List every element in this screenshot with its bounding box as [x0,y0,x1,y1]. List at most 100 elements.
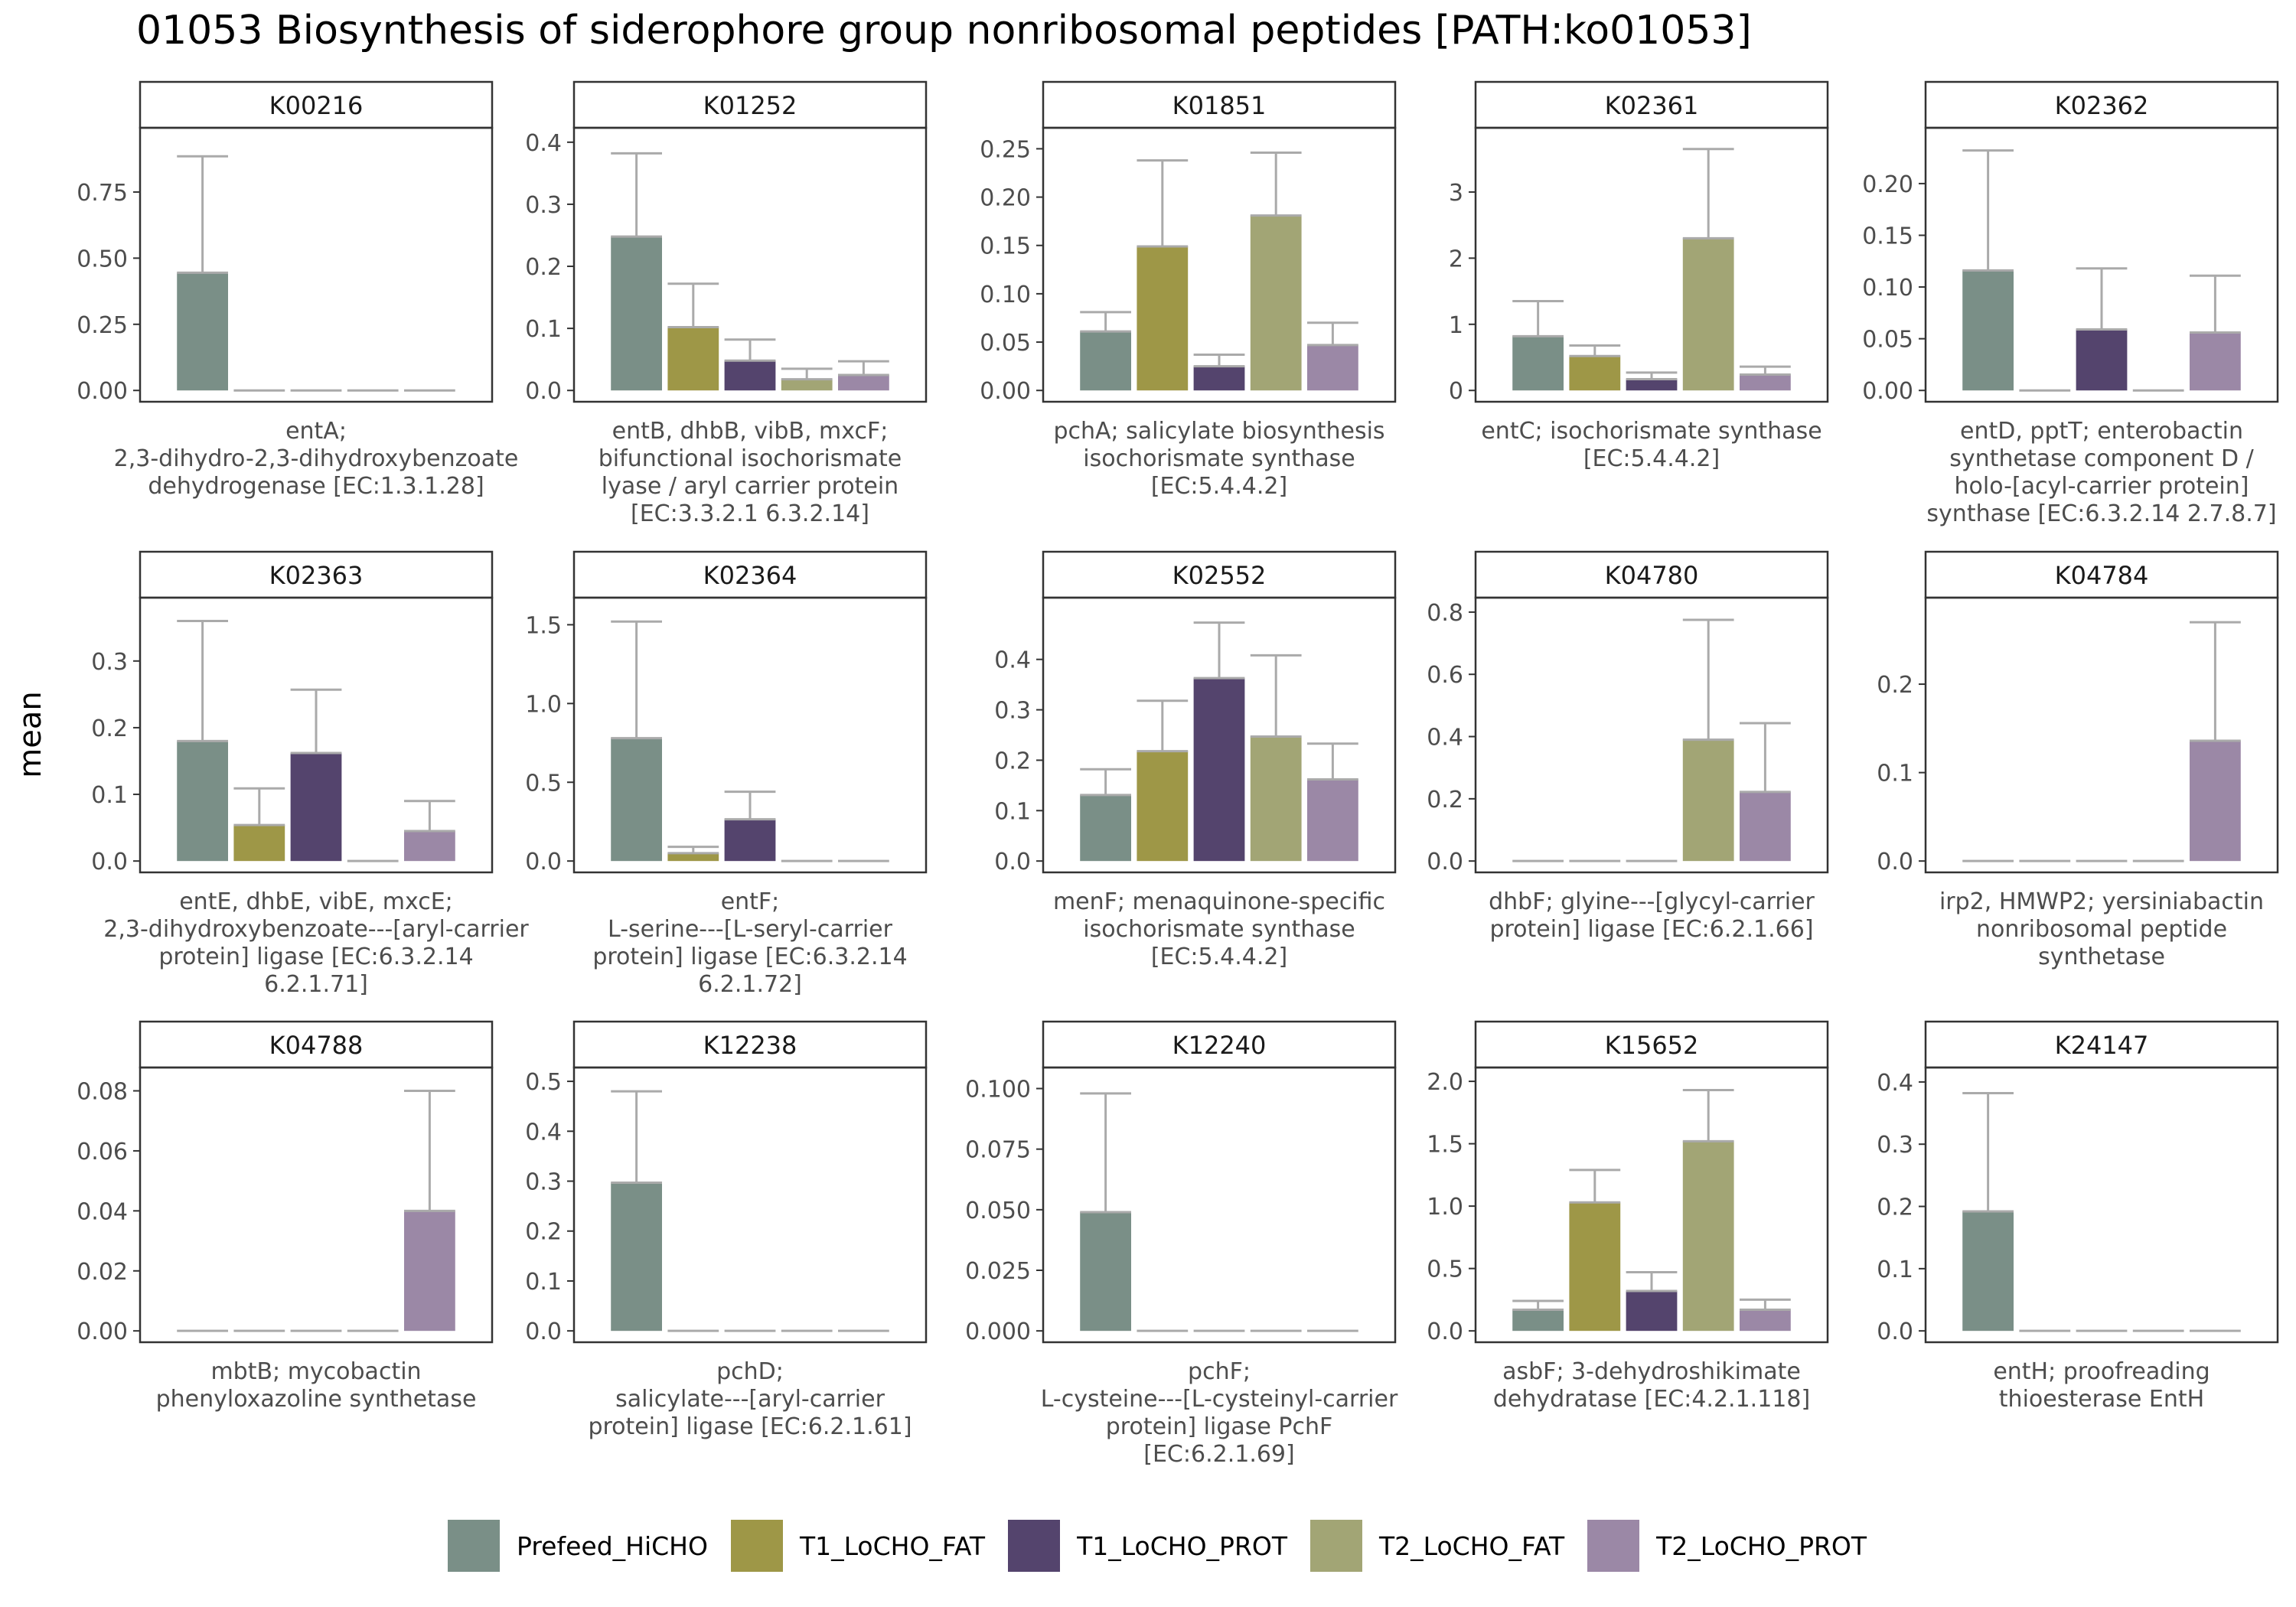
bar-T1_LoCHO_PROT [1626,379,1678,391]
legend-swatch [1587,1520,1640,1572]
facet-K15652: K15652 0.0 0.5 1.0 1.5 2.0 asbF; 3-dehydroshik… [1427,1020,1829,1413]
facet-description: protein] ligase PchF [1106,1413,1332,1440]
legend-label: T2_LoCHO_FAT [1379,1530,1565,1561]
y-tick-label: 0.05 [980,330,1031,357]
facet-strip-label: K12238 [703,1031,797,1060]
facet-strip [1474,80,1829,129]
y-tick-label: 2.0 [1427,1069,1463,1096]
legend-item-T2_LoCHO_FAT: T2_LoCHO_FAT [1310,1520,1564,1572]
facet-strip [1042,80,1397,129]
y-tick-label: 1.0 [1427,1194,1463,1221]
facet-strip-label: K02363 [269,561,364,590]
bar-T1_LoCHO_PROT [1193,366,1245,391]
y-tick-label: 0.00 [77,378,128,405]
y-tick-label: 0.15 [980,233,1031,260]
facet-panel-border [1924,596,2279,874]
facet-strip [572,1020,928,1069]
bar-T1_LoCHO_FAT [1137,751,1189,862]
bar-Prefeed_HiCHO [1512,336,1564,391]
legend-swatch [448,1520,500,1572]
y-tick-label: 0.000 [965,1319,1031,1345]
facet-description: pchD; [716,1358,784,1385]
bar-Prefeed_HiCHO [1962,270,2014,391]
facet-strip-label: K02364 [703,561,797,590]
y-tick-label: 0.2 [1877,672,1913,699]
facet-strip-label: K04784 [2055,561,2149,590]
y-tick-label: 0.50 [77,246,128,272]
y-tick-label: 0.05 [1862,327,1913,354]
facet-strip [1474,550,1829,599]
y-tick-label: 0.0 [525,378,562,405]
facet-K01252: K01252 0.0 0.1 0.2 0.3 0.4 entB, dhbB, vibB, m… [525,80,928,527]
facet-description: 2,3-dihydro-2,3-dihydroxybenzoate [114,445,519,472]
facet-description: salicylate---[aryl-carrier [615,1386,885,1413]
legend-swatch [1310,1520,1363,1572]
facet-K02361: K02361 0 1 2 3 entC; isochorismate synthase[E… [1449,80,1829,472]
y-tick-label: 0.5 [1427,1257,1463,1283]
facet-description: menF; menaquinone-specific [1053,888,1385,915]
facet-K00216: K00216 0.00 0.25 0.50 0.75 entA;2,3-dihydro-2… [77,80,519,500]
y-tick-label: 0.100 [965,1076,1031,1103]
bar-T2_LoCHO_PROT [1307,344,1358,391]
y-tick-label: 0.0 [1877,1319,1913,1345]
facet-strip [1042,550,1397,599]
legend-item-T1_LoCHO_FAT: T1_LoCHO_FAT [730,1520,985,1572]
legend-swatch [730,1520,783,1572]
facet-panel-border [572,1066,928,1344]
facet-strip [1924,80,2279,129]
y-tick-label: 0.08 [77,1079,128,1106]
bar-Prefeed_HiCHO [177,741,228,862]
facet-description: protein] ligase [EC:6.3.2.14 [592,944,907,970]
y-tick-label: 0.20 [980,185,1031,212]
y-tick-label: 0.00 [980,378,1031,405]
y-tick-label: 0.1 [994,798,1031,825]
bar-T2_LoCHO_FAT [1250,215,1302,391]
facet-panel-border [1474,126,1829,403]
facet-strip [139,80,494,129]
facet-K04784: K04784 0.0 0.1 0.2 irp2, HMWP2; yersiniabact… [1877,550,2279,970]
facet-description: [EC:5.4.4.2] [1151,944,1287,970]
facet-description: L-cysteine---[L-cysteinyl-carrier [1041,1386,1398,1413]
y-tick-label: 0.5 [525,1069,562,1096]
bar-Prefeed_HiCHO [611,236,662,391]
y-tick-label: 0.4 [525,130,562,157]
legend-swatch [1008,1520,1061,1572]
facet-description: entD, pptT; enterobactin [1960,418,2243,445]
bar-T2_LoCHO_PROT [2190,741,2241,862]
y-tick-label: 0.0 [525,849,562,875]
bar-T2_LoCHO_PROT [404,830,455,862]
legend-item-T2_LoCHO_PROT: T2_LoCHO_PROT [1587,1520,1867,1572]
y-tick-label: 0.2 [525,1219,562,1246]
bar-T1_LoCHO_FAT [667,327,719,391]
y-tick-label: 0.3 [1877,1132,1913,1159]
facet-K02364: K02364 0.0 0.5 1.0 1.5 entF;L-serine---[L-ser… [525,550,928,998]
bar-T1_LoCHO_FAT [1569,1202,1621,1332]
facet-K02363: K02363 0.0 0.1 0.2 0.3 entE, dhbE, vibE, mxcE… [91,550,529,998]
facet-description: thioesterase EntH [1999,1386,2204,1413]
facet-description: dehydrogenase [EC:1.3.1.28] [148,473,484,500]
bar-T2_LoCHO_PROT [2190,332,2241,391]
bar-T1_LoCHO_PROT [2076,329,2128,391]
legend-item-T1_LoCHO_PROT: T1_LoCHO_PROT [1008,1520,1287,1572]
y-tick-label: 1 [1449,312,1463,339]
facet-panel-border [139,1066,494,1344]
bar-Prefeed_HiCHO [1080,794,1131,862]
y-tick-label: 0.75 [77,180,128,207]
facet-description: bifunctional isochorismate [598,445,902,472]
facet-strip [139,1020,494,1069]
facet-description: [EC:5.4.4.2] [1151,473,1287,500]
y-tick-label: 0.4 [1877,1070,1913,1097]
facet-K04780: K04780 0.0 0.2 0.4 0.6 0.8 dhbF; glyine---[gly… [1427,550,1829,943]
y-tick-label: 0.2 [1427,787,1463,813]
facet-description: entA; [285,418,347,445]
facet-strip-label: K01252 [703,91,797,120]
facet-panel-border [139,126,494,403]
facet-description: phenyloxazoline synthetase [156,1386,477,1413]
facet-description: protein] ligase [EC:6.2.1.61] [588,1413,912,1440]
y-tick-label: 0.4 [994,647,1031,674]
facet-K12240: K12240 0.000 0.025 0.050 0.075 0.100 pchF;L-cy… [965,1020,1398,1468]
bar-T2_LoCHO_PROT [1740,1309,1791,1332]
facet-panel-border [572,126,928,403]
legend-label: Prefeed_HiCHO [517,1530,708,1561]
y-tick-label: 3 [1449,180,1463,207]
